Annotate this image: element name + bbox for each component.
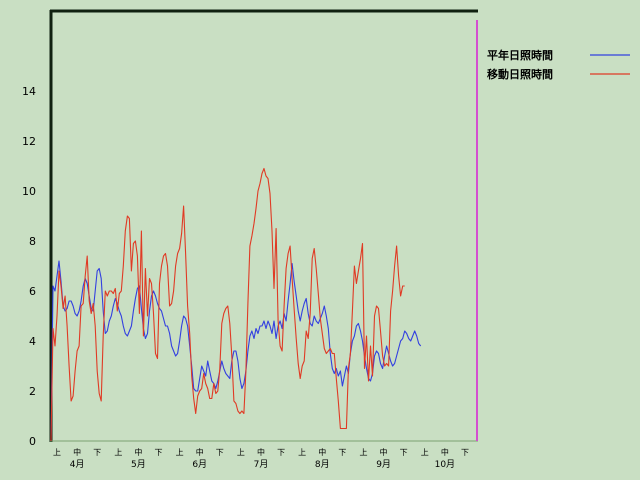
x-dekad-label: 中: [380, 447, 388, 457]
x-month-label: 7月: [254, 459, 269, 470]
x-dekad-label: 下: [338, 448, 346, 457]
x-dekad-label: 上: [53, 448, 61, 457]
x-dekad-label: 下: [277, 448, 285, 457]
x-dekad-label: 中: [318, 447, 326, 457]
x-month-label: 10月: [435, 459, 455, 470]
legend-label-1: 移動日照時間: [487, 67, 553, 81]
x-dekad-label: 中: [196, 447, 204, 457]
legend-label-0: 平年日照時間: [487, 48, 553, 62]
x-dekad-label: 中: [73, 447, 81, 457]
x-tick-labels: 上中下4月上中下5月上中下6月上中下7月上中下8月上中下9月上中下10月: [53, 447, 469, 470]
y-tick-label: 6: [29, 285, 36, 298]
x-dekad-label: 下: [216, 448, 224, 457]
x-dekad-label: 上: [237, 448, 245, 457]
x-dekad-label: 下: [400, 448, 408, 457]
x-dekad-label: 上: [421, 448, 429, 457]
x-dekad-label: 上: [114, 448, 122, 457]
x-month-label: 6月: [192, 459, 207, 470]
y-tick-labels: 0 2 4 6 8 10 12 14: [22, 85, 36, 448]
y-tick-label: 0: [29, 435, 36, 448]
x-month-label: 5月: [131, 459, 146, 470]
y-tick-label: 14: [22, 85, 36, 98]
x-month-label: 9月: [376, 459, 391, 470]
y-tick-label: 8: [29, 235, 36, 248]
y-tick-label: 10: [22, 185, 36, 198]
series-line-1: [50, 167, 405, 442]
x-dekad-label: 上: [298, 448, 306, 457]
series-line-0: [50, 260, 422, 442]
x-dekad-label: 中: [134, 447, 142, 457]
y-tick-label: 2: [29, 385, 36, 398]
x-dekad-label: 上: [176, 448, 184, 457]
x-dekad-label: 下: [461, 448, 469, 457]
x-month-label: 8月: [315, 459, 330, 470]
x-dekad-label: 上: [359, 448, 367, 457]
x-dekad-label: 下: [155, 448, 163, 457]
x-dekad-label: 中: [257, 447, 265, 457]
y-tick-label: 12: [22, 135, 36, 148]
data-series: [50, 167, 422, 442]
x-month-label: 4月: [70, 459, 85, 470]
y-tick-label: 4: [29, 335, 36, 348]
x-dekad-label: 下: [93, 448, 101, 457]
x-dekad-label: 中: [441, 447, 449, 457]
